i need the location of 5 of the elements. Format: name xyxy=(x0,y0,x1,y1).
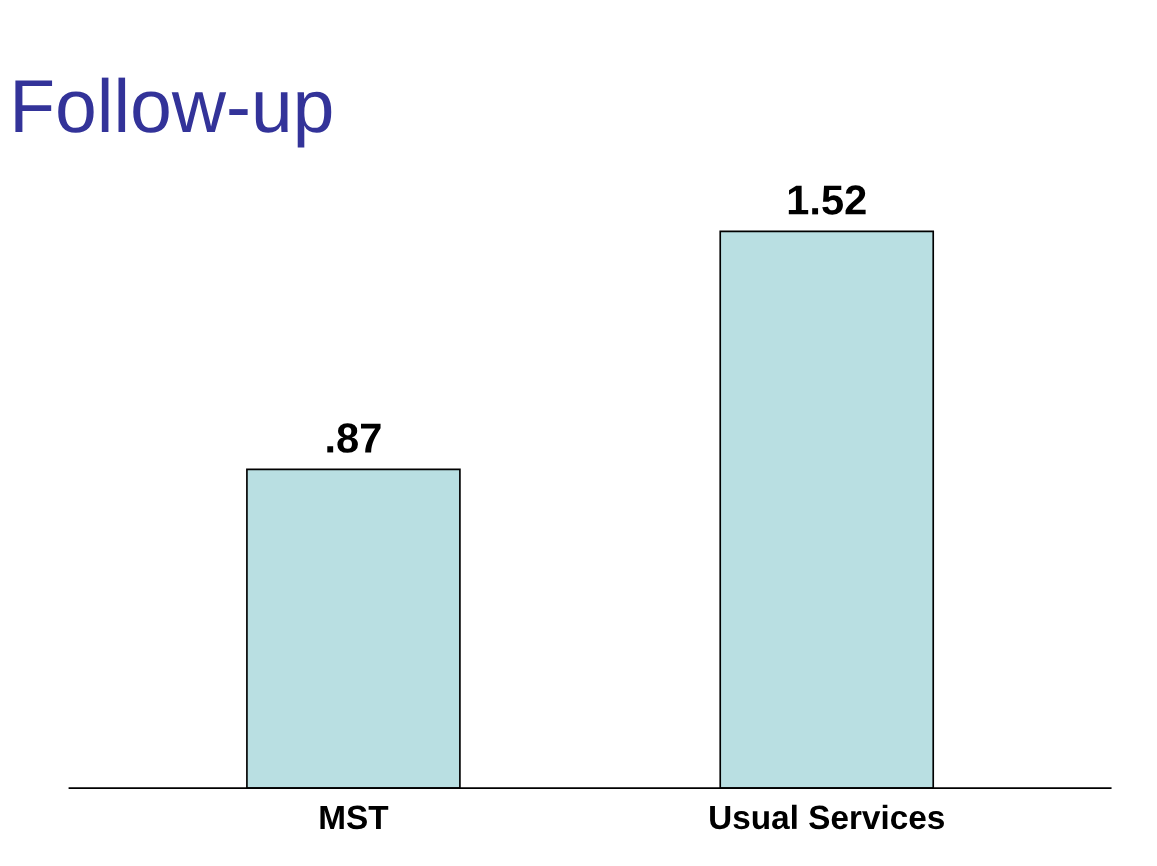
data-label: 1.52 xyxy=(788,185,866,215)
x-tick-label: MST xyxy=(320,805,389,830)
data-label: .87 xyxy=(327,423,381,453)
x-tick-label: Usual Services xyxy=(710,804,944,830)
chart-title: Follow-up xyxy=(15,77,332,148)
